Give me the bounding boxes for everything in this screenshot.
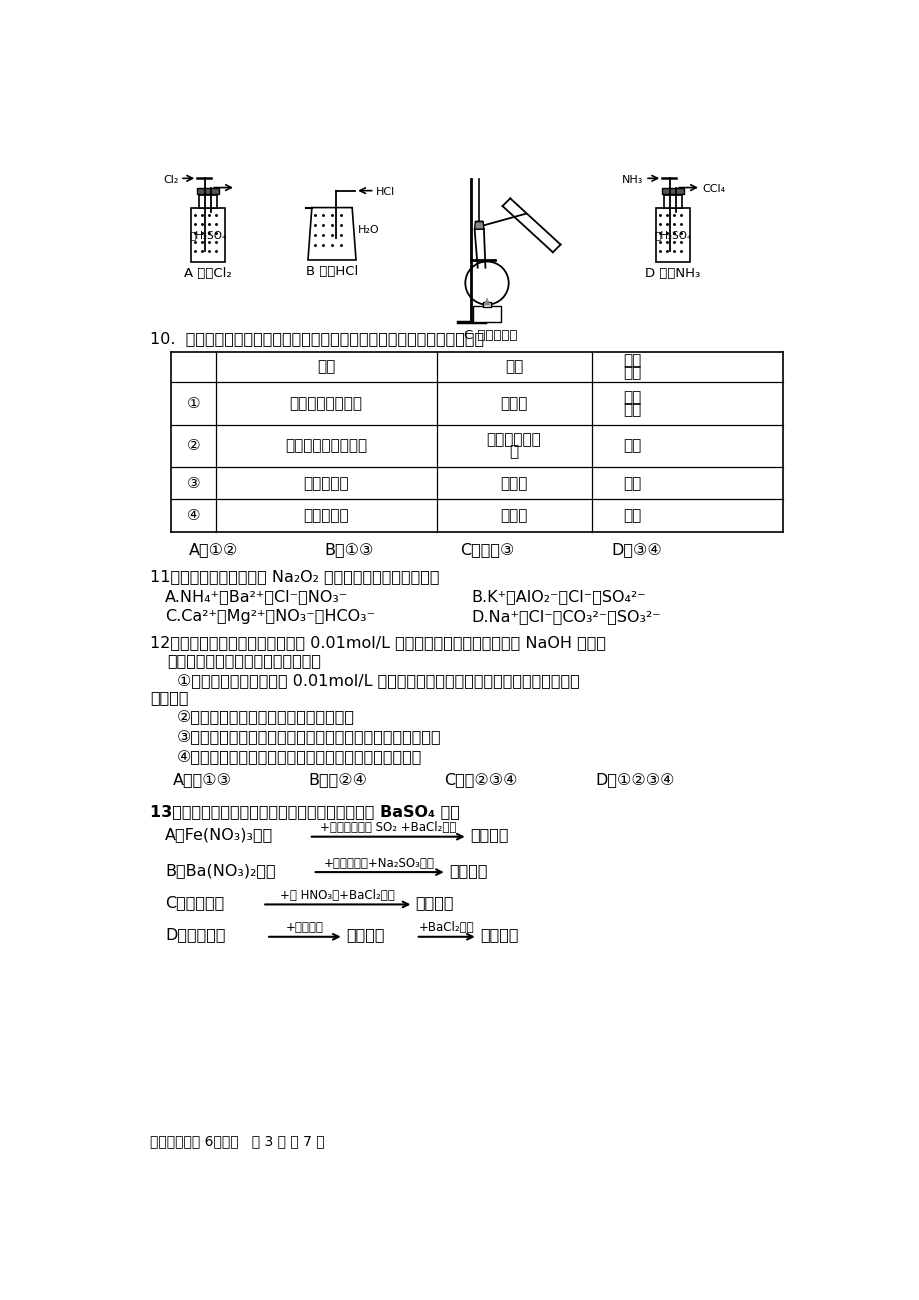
Text: 物质: 物质 bbox=[317, 360, 335, 374]
Text: 液H₂SO₄: 液H₂SO₄ bbox=[189, 230, 226, 240]
Text: A．Fe(NO₃)₃溶液: A．Fe(NO₃)₃溶液 bbox=[165, 827, 273, 842]
Text: ④滴定过程中用少量蒸馏水将锥形瓶内遮粘附的盐酸冲下: ④滴定过程中用少量蒸馏水将锥形瓶内遮粘附的盐酸冲下 bbox=[176, 750, 422, 766]
Text: D 吸收NH₃: D 吸收NH₃ bbox=[644, 266, 700, 280]
Text: B．①③: B．①③ bbox=[323, 542, 373, 558]
Text: ②配制稀盐酸定容时，俯视容量瓶刻度线: ②配制稀盐酸定容时，俯视容量瓶刻度线 bbox=[176, 710, 355, 725]
Text: 硝酸钾（氯化钠）: 硝酸钾（氯化钠） bbox=[289, 396, 362, 411]
Text: Cl₂: Cl₂ bbox=[163, 176, 178, 185]
FancyArrowPatch shape bbox=[483, 298, 489, 305]
Text: B 吸收HCl: B 吸收HCl bbox=[305, 265, 357, 278]
Text: 浓溴水: 浓溴水 bbox=[500, 508, 528, 523]
Bar bbox=[655, 208, 689, 263]
Text: D．③④: D．③④ bbox=[610, 542, 661, 558]
Text: 苯（苯酚）: 苯（苯酚） bbox=[303, 508, 348, 523]
Text: ③: ③ bbox=[187, 476, 199, 490]
Text: 下列操作能够使测定结果偏高的是：: 下列操作能够使测定结果偏高的是： bbox=[167, 654, 322, 668]
Text: D．无色溶液: D．无色溶液 bbox=[165, 927, 226, 942]
Text: 乙醇（水）: 乙醇（水） bbox=[303, 476, 348, 490]
Text: 10.  为提纯下列物质（括号内为杂质），选用的试剂和分离方法都正确的是: 10. 为提纯下列物质（括号内为杂质），选用的试剂和分离方法都正确的是 bbox=[150, 332, 483, 347]
Bar bbox=[662, 187, 683, 195]
Text: 稀H₂SO₄: 稀H₂SO₄ bbox=[653, 230, 691, 240]
Bar bbox=[473, 306, 500, 321]
Text: 白色沉淀: 白色沉淀 bbox=[448, 863, 487, 878]
Text: A．仅①③: A．仅①③ bbox=[173, 772, 232, 786]
Bar bbox=[199, 195, 216, 208]
Text: C 石油的蒸馏: C 石油的蒸馏 bbox=[463, 329, 517, 342]
Text: 生石灰: 生石灰 bbox=[500, 476, 528, 490]
Text: 蒸馏: 蒸馏 bbox=[622, 476, 641, 490]
Text: 饱和碳酸钠溶: 饱和碳酸钠溶 bbox=[486, 432, 541, 447]
Bar bbox=[191, 208, 225, 263]
Text: 蒸馏水: 蒸馏水 bbox=[500, 396, 528, 411]
Text: B.K⁺、AlO₂⁻、Cl⁻、SO₄²⁻: B.K⁺、AlO₂⁻、Cl⁻、SO₄²⁻ bbox=[471, 589, 645, 603]
Text: 分离: 分离 bbox=[622, 354, 641, 368]
Text: A．①②: A．①② bbox=[188, 542, 238, 558]
Text: 方法: 方法 bbox=[622, 365, 641, 381]
Text: 12．使用酸碱中和滴定的方法，用 0.01mol/L 盐酸滴定锥形瓶中未知浓度的 NaOH 溶液，: 12．使用酸碱中和滴定的方法，用 0.01mol/L 盐酸滴定锥形瓶中未知浓度的… bbox=[150, 634, 606, 650]
Text: C.Ca²⁺、Mg²⁺、NO₃⁻、HCO₃⁻: C.Ca²⁺、Mg²⁺、NO₃⁻、HCO₃⁻ bbox=[165, 608, 375, 624]
Text: 实验化学（选 6）试题   第 3 页 共 7 页: 实验化学（选 6）试题 第 3 页 共 7 页 bbox=[150, 1134, 324, 1148]
Text: A.NH₄⁺、Ba²⁺、Cl⁻、NO₃⁻: A.NH₄⁺、Ba²⁺、Cl⁻、NO₃⁻ bbox=[165, 589, 348, 603]
Text: +过量盐酸: +过量盐酸 bbox=[286, 922, 323, 935]
Text: 白色沉淀: 白色沉淀 bbox=[415, 896, 454, 910]
Text: ②: ② bbox=[187, 438, 199, 454]
Text: +BaCl₂溶液: +BaCl₂溶液 bbox=[418, 922, 474, 935]
Text: 白色沉淀: 白色沉淀 bbox=[470, 827, 508, 842]
Bar bbox=[664, 195, 681, 208]
Text: NH₃: NH₃ bbox=[621, 176, 643, 185]
Text: 液: 液 bbox=[509, 445, 518, 460]
Text: CCl₄: CCl₄ bbox=[702, 185, 725, 195]
Text: 降温: 降温 bbox=[622, 390, 641, 404]
Text: ③滴定结束时，读数后发现滴定管下端尖嘴处悬挂有一滴液滴: ③滴定结束时，读数后发现滴定管下端尖嘴处悬挂有一滴液滴 bbox=[176, 731, 441, 745]
Text: 白色沉淀: 白色沉淀 bbox=[480, 927, 518, 942]
Bar bbox=[482, 303, 491, 307]
Text: 二氧化碳（氯化氢）: 二氧化碳（氯化氢） bbox=[285, 438, 367, 454]
Text: ①: ① bbox=[187, 396, 199, 411]
Text: ④: ④ bbox=[187, 508, 199, 523]
Text: ①用量筒量取浓盐酸配制 0.01mol/L 稀盐酸时，量筒用蒸馏水洗净后未经干燥直接量: ①用量筒量取浓盐酸配制 0.01mol/L 稀盐酸时，量筒用蒸馏水洗净后未经干燥… bbox=[176, 673, 579, 689]
Text: B．Ba(NO₃)₂溶液: B．Ba(NO₃)₂溶液 bbox=[165, 863, 276, 878]
Text: A 干燥Cl₂: A 干燥Cl₂ bbox=[184, 266, 232, 280]
Polygon shape bbox=[308, 208, 356, 260]
Text: +过量盐酸，+Na₂SO₃溶液: +过量盐酸，+Na₂SO₃溶液 bbox=[323, 857, 435, 870]
Text: 13．下列反应过程中，最终所得白色沉淀不一定是 BaSO₄ 的是: 13．下列反应过程中，最终所得白色沉淀不一定是 BaSO₄ 的是 bbox=[150, 805, 460, 819]
Text: 取浓盐酸: 取浓盐酸 bbox=[150, 690, 188, 706]
Polygon shape bbox=[474, 221, 483, 229]
Text: 分液: 分液 bbox=[622, 508, 641, 523]
Text: B．仅②④: B．仅②④ bbox=[309, 772, 368, 786]
Text: +过量盐酸，通 SO₂ +BaCl₂溶液: +过量盐酸，通 SO₂ +BaCl₂溶液 bbox=[320, 822, 456, 835]
Bar bbox=[197, 187, 219, 195]
Text: 结晶: 结晶 bbox=[622, 402, 641, 417]
Text: 无色溶液: 无色溶液 bbox=[346, 927, 384, 942]
Text: HCl: HCl bbox=[376, 187, 395, 196]
Text: C．只有③: C．只有③ bbox=[460, 542, 514, 558]
Text: C．仅②③④: C．仅②③④ bbox=[444, 772, 517, 786]
Text: D.Na⁺、Cl⁻、CO₃²⁻、SO₃²⁻: D.Na⁺、Cl⁻、CO₃²⁻、SO₃²⁻ bbox=[471, 608, 661, 624]
Text: 洗气: 洗气 bbox=[622, 438, 641, 454]
Text: H₂O: H₂O bbox=[358, 225, 380, 234]
Text: 11．在溶液中加入足量的 Na₂O₂ 后仍能大量共存的离子组是: 11．在溶液中加入足量的 Na₂O₂ 后仍能大量共存的离子组是 bbox=[150, 568, 439, 584]
Text: +稀 HNO₃，+BaCl₂溶液: +稀 HNO₃，+BaCl₂溶液 bbox=[280, 889, 395, 902]
Text: D．①②③④: D．①②③④ bbox=[595, 772, 675, 786]
Text: C．无色溶液: C．无色溶液 bbox=[165, 896, 224, 910]
Text: 试剂: 试剂 bbox=[505, 360, 523, 374]
